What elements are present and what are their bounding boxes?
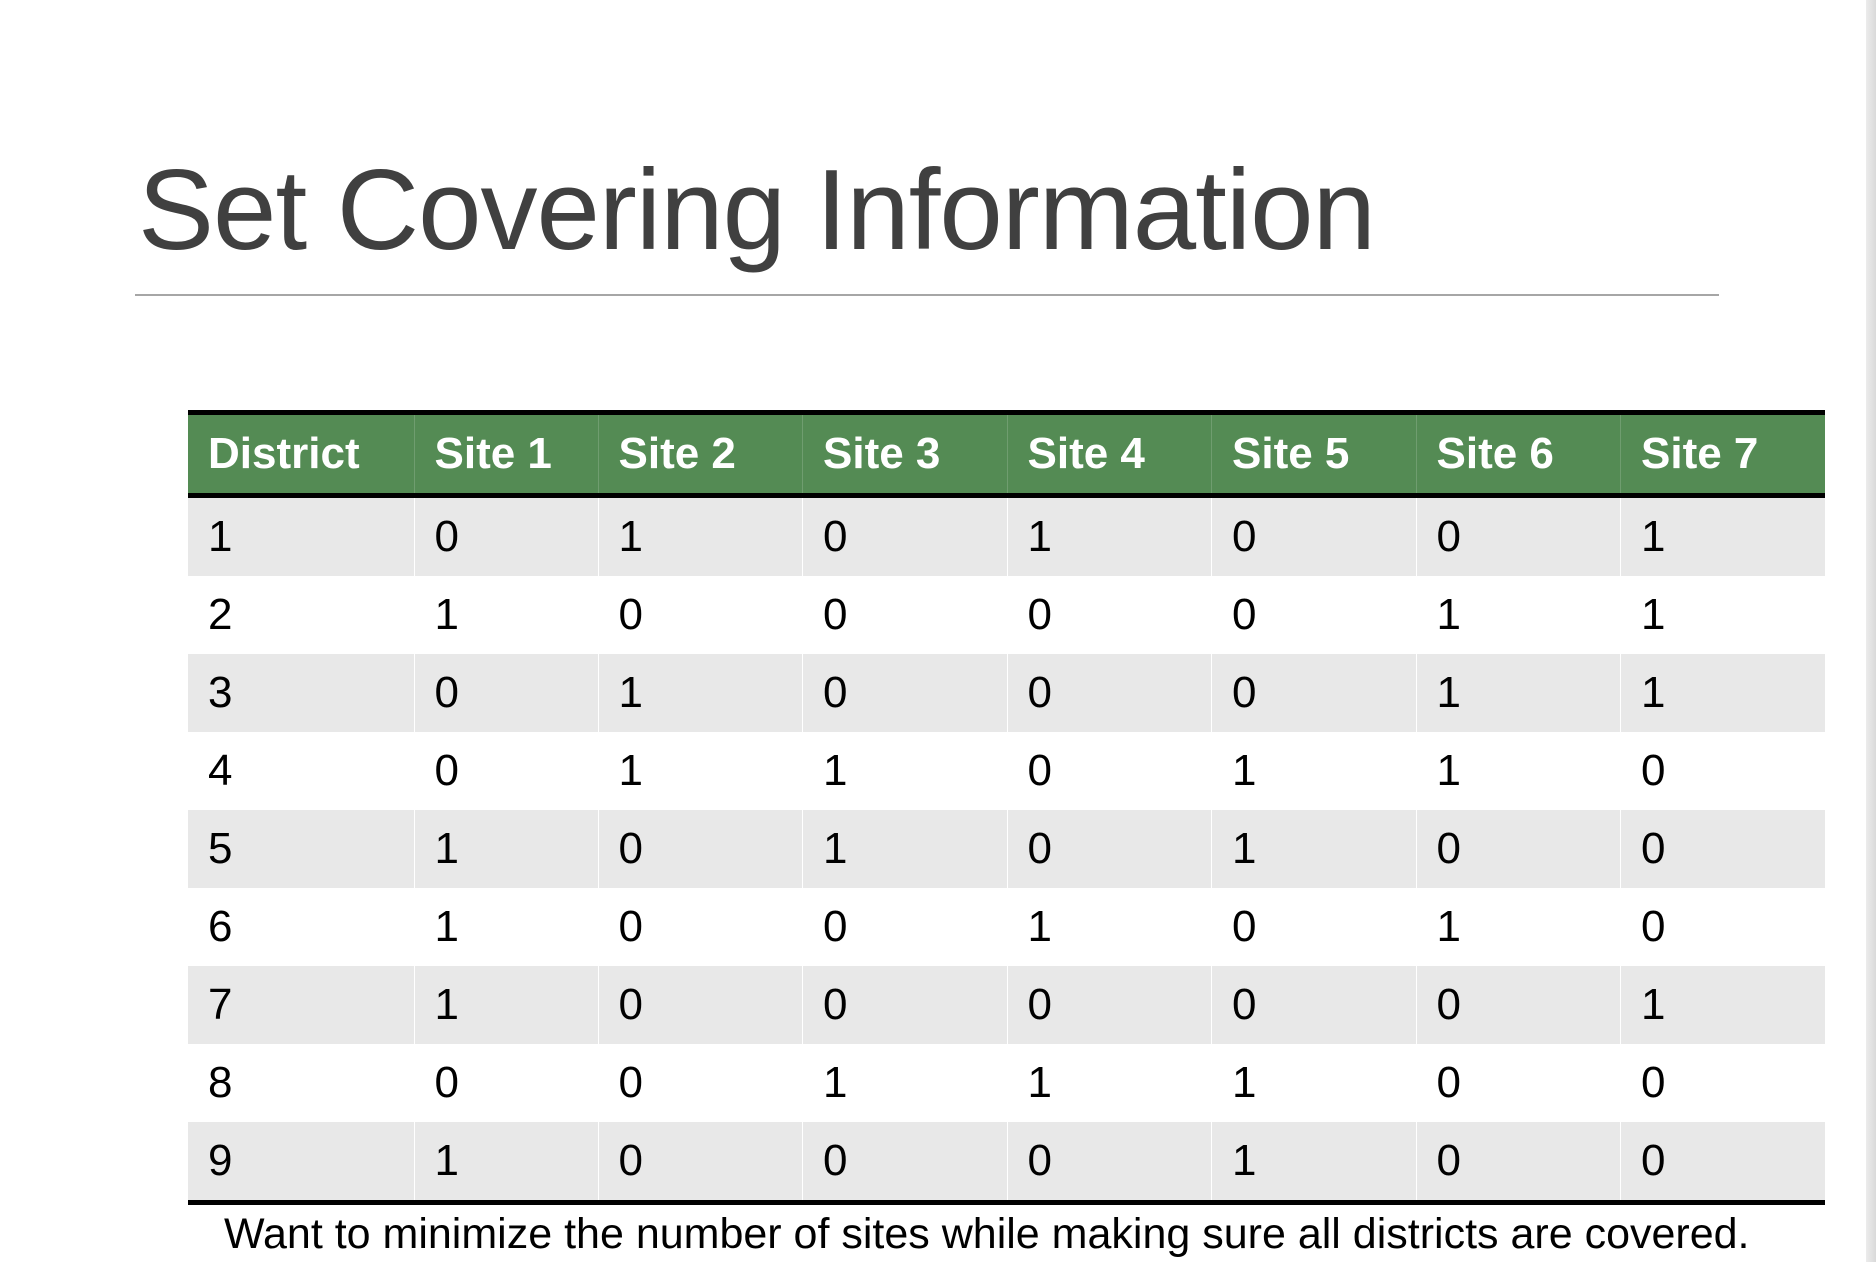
- header-site-7: Site 7: [1620, 412, 1825, 498]
- site-4-cell: 0: [1007, 1122, 1212, 1203]
- site-1-cell: 1: [414, 576, 599, 654]
- site-3-cell: 0: [802, 966, 1008, 1044]
- site-7-cell: 0: [1620, 810, 1825, 888]
- site-7-cell: 1: [1620, 654, 1825, 732]
- site-2-cell: 0: [598, 888, 803, 966]
- site-3-cell: 0: [802, 888, 1008, 966]
- header-site-3: Site 3: [802, 412, 1008, 498]
- site-2-cell: 0: [598, 810, 803, 888]
- site-2-cell: 1: [598, 732, 803, 810]
- site-4-cell: 0: [1007, 966, 1212, 1044]
- site-2-cell: 0: [598, 576, 803, 654]
- site-3-cell: 0: [802, 1122, 1008, 1203]
- site-6-cell: 0: [1416, 495, 1621, 576]
- slide-footnote: Want to minimize the number of sites whi…: [224, 1210, 1750, 1258]
- site-1-cell: 0: [414, 654, 599, 732]
- site-3-cell: 0: [802, 495, 1008, 576]
- district-cell: 7: [188, 966, 415, 1044]
- site-6-cell: 0: [1416, 810, 1621, 888]
- site-5-cell: 0: [1211, 576, 1417, 654]
- district-cell: 5: [188, 810, 415, 888]
- site-4-cell: 1: [1007, 495, 1212, 576]
- site-1-cell: 1: [414, 1122, 599, 1203]
- district-cell: 8: [188, 1044, 415, 1122]
- site-1-cell: 1: [414, 810, 599, 888]
- site-7-cell: 0: [1620, 1122, 1825, 1203]
- site-3-cell: 0: [802, 654, 1008, 732]
- site-4-cell: 0: [1007, 576, 1212, 654]
- slide-edge-shadow: [1866, 0, 1876, 1262]
- site-6-cell: 1: [1416, 654, 1621, 732]
- site-7-cell: 1: [1620, 495, 1825, 576]
- district-cell: 6: [188, 888, 415, 966]
- site-3-cell: 1: [802, 1044, 1008, 1122]
- site-6-cell: 1: [1416, 888, 1621, 966]
- site-1-cell: 1: [414, 966, 599, 1044]
- site-2-cell: 0: [598, 966, 803, 1044]
- header-district: District: [188, 412, 415, 498]
- header-site-6: Site 6: [1416, 412, 1621, 498]
- site-6-cell: 1: [1416, 732, 1621, 810]
- site-6-cell: 1: [1416, 576, 1621, 654]
- site-2-cell: 1: [598, 654, 803, 732]
- site-2-cell: 0: [598, 1044, 803, 1122]
- site-5-cell: 0: [1211, 966, 1417, 1044]
- site-7-cell: 1: [1620, 966, 1825, 1044]
- site-6-cell: 0: [1416, 1044, 1621, 1122]
- district-cell: 3: [188, 654, 415, 732]
- site-2-cell: 1: [598, 495, 803, 576]
- table-header-row: District Site 1 Site 2 Site 3 Site 4 Sit…: [188, 412, 1825, 498]
- site-7-cell: 1: [1620, 576, 1825, 654]
- site-5-cell: 0: [1211, 495, 1417, 576]
- site-3-cell: 1: [802, 810, 1008, 888]
- site-7-cell: 0: [1620, 1044, 1825, 1122]
- header-site-4: Site 4: [1007, 412, 1212, 498]
- site-4-cell: 0: [1007, 732, 1212, 810]
- site-6-cell: 0: [1416, 1122, 1621, 1203]
- header-site-5: Site 5: [1211, 412, 1417, 498]
- site-4-cell: 1: [1007, 1044, 1212, 1122]
- site-5-cell: 1: [1211, 1122, 1417, 1203]
- site-4-cell: 1: [1007, 888, 1212, 966]
- site-1-cell: 0: [414, 495, 599, 576]
- header-site-1: Site 1: [414, 412, 599, 498]
- site-4-cell: 0: [1007, 810, 1212, 888]
- district-cell: 1: [188, 495, 415, 576]
- site-7-cell: 0: [1620, 732, 1825, 810]
- site-5-cell: 1: [1211, 1044, 1417, 1122]
- site-5-cell: 1: [1211, 732, 1417, 810]
- site-3-cell: 0: [802, 576, 1008, 654]
- set-covering-table: District Site 1 Site 2 Site 3 Site 4 Sit…: [188, 410, 1825, 1205]
- site-3-cell: 1: [802, 732, 1008, 810]
- district-cell: 2: [188, 576, 415, 654]
- site-5-cell: 0: [1211, 654, 1417, 732]
- site-7-cell: 0: [1620, 888, 1825, 966]
- site-2-cell: 0: [598, 1122, 803, 1203]
- site-5-cell: 0: [1211, 888, 1417, 966]
- header-site-2: Site 2: [598, 412, 803, 498]
- site-4-cell: 0: [1007, 654, 1212, 732]
- site-5-cell: 1: [1211, 810, 1417, 888]
- district-cell: 9: [188, 1122, 415, 1203]
- title-divider: [135, 294, 1719, 296]
- site-1-cell: 0: [414, 732, 599, 810]
- site-1-cell: 1: [414, 888, 599, 966]
- district-cell: 4: [188, 732, 415, 810]
- site-1-cell: 0: [414, 1044, 599, 1122]
- site-6-cell: 0: [1416, 966, 1621, 1044]
- slide-title: Set Covering Information: [138, 147, 1376, 274]
